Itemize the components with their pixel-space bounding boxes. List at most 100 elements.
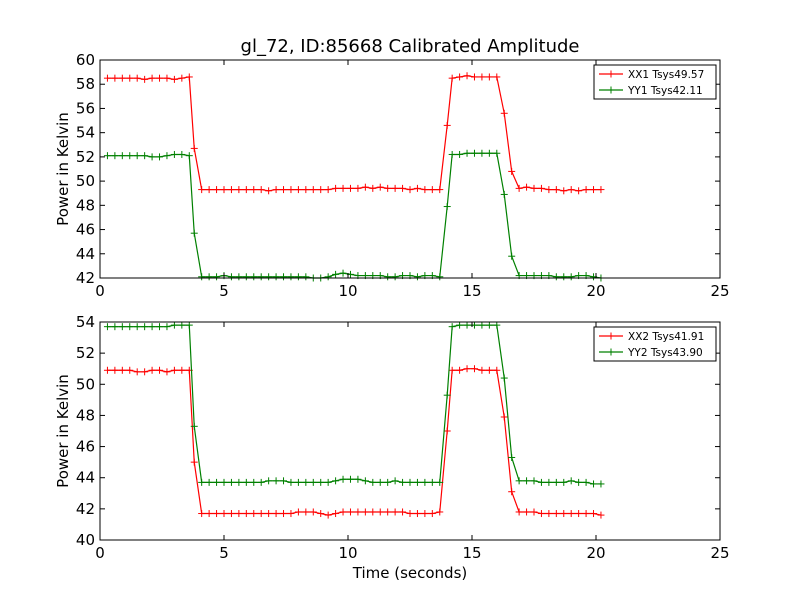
x-tick-label: 10: [338, 544, 357, 562]
data-point: [500, 374, 508, 382]
data-point: [178, 321, 186, 329]
data-point: [198, 510, 206, 518]
data-point: [265, 510, 273, 518]
data-point: [220, 478, 228, 486]
data-point: [560, 273, 568, 281]
data-point: [302, 508, 310, 516]
data-point: [178, 74, 186, 82]
data-point: [111, 366, 119, 374]
data-point: [413, 510, 421, 518]
data-point: [133, 74, 141, 82]
data-point: [242, 186, 250, 194]
y-tick-label: 58: [76, 75, 95, 93]
y-tick-label: 54: [76, 124, 95, 142]
data-point: [376, 508, 384, 516]
data-point: [339, 475, 347, 483]
data-point: [369, 508, 377, 516]
data-point: [118, 323, 126, 331]
data-point: [287, 510, 295, 518]
data-point: [384, 478, 392, 486]
data-point: [361, 508, 369, 516]
data-point: [317, 186, 325, 194]
data-point: [332, 270, 340, 278]
data-point: [280, 510, 288, 518]
data-point: [265, 273, 273, 281]
data-point: [508, 167, 516, 175]
y-tick-label: 60: [76, 51, 95, 69]
data-point: [250, 510, 258, 518]
data-point: [294, 508, 302, 516]
data-point: [287, 186, 295, 194]
data-point: [133, 152, 141, 160]
data-point: [213, 186, 221, 194]
data-point: [384, 184, 392, 192]
data-point: [590, 186, 598, 194]
data-point: [332, 184, 340, 192]
x-tick-label: 20: [586, 544, 605, 562]
data-point: [198, 186, 206, 194]
data-point: [170, 75, 178, 83]
data-point: [118, 366, 126, 374]
data-point: [470, 73, 478, 81]
data-point: [530, 508, 538, 516]
data-point: [413, 273, 421, 281]
data-point: [103, 323, 111, 331]
data-point: [421, 186, 429, 194]
data-point: [500, 190, 508, 198]
y-tick-label: 52: [76, 148, 95, 166]
data-point: [235, 510, 243, 518]
data-point: [421, 510, 429, 518]
x-tick-label: 15: [462, 282, 481, 300]
data-point: [227, 273, 235, 281]
data-point: [582, 186, 590, 194]
data-point: [493, 149, 501, 157]
top-panel: 0 5 10 15 20 25 42 44 46 48 50 52 54 56 58 60 Power in K…: [54, 51, 730, 300]
x-tick-label: 5: [219, 544, 229, 562]
data-point: [170, 150, 178, 158]
data-point: [227, 478, 235, 486]
data-point: [156, 74, 164, 82]
data-point: [339, 508, 347, 516]
data-point: [391, 508, 399, 516]
data-point: [391, 273, 399, 281]
data-point: [257, 273, 265, 281]
data-point: [111, 323, 119, 331]
bottom-panel: 0 5 10 15 20 25 40 42 44 46 48 50 52 54 Power in Kelvi…: [54, 313, 730, 562]
data-point: [485, 321, 493, 329]
data-point: [148, 74, 156, 82]
data-point: [597, 186, 605, 194]
data-point: [443, 203, 451, 211]
data-point: [163, 74, 171, 82]
data-point: [346, 508, 354, 516]
x-tick-label: 10: [338, 282, 357, 300]
data-point: [485, 366, 493, 374]
data-point: [332, 510, 340, 518]
data-point: [399, 508, 407, 516]
y-axis-label: Power in Kelvin: [54, 374, 72, 488]
data-point: [428, 510, 436, 518]
data-point: [309, 478, 317, 486]
data-point: [545, 186, 553, 194]
data-point: [406, 478, 414, 486]
data-point: [597, 511, 605, 519]
data-point: [443, 121, 451, 129]
data-point: [118, 74, 126, 82]
x-tick-label: 0: [95, 544, 105, 562]
data-point: [463, 365, 471, 373]
y-tick-label: 42: [76, 269, 95, 287]
data-point: [443, 391, 451, 399]
y-axis-label: Power in Kelvin: [54, 112, 72, 226]
data-point: [324, 186, 332, 194]
data-point: [485, 73, 493, 81]
data-point: [493, 366, 501, 374]
data-point: [178, 366, 186, 374]
data-point: [294, 186, 302, 194]
data-point: [406, 186, 414, 194]
data-point: [156, 366, 164, 374]
data-point: [205, 186, 213, 194]
data-point: [227, 186, 235, 194]
data-point: [302, 186, 310, 194]
data-point: [309, 186, 317, 194]
data-point: [141, 368, 149, 376]
